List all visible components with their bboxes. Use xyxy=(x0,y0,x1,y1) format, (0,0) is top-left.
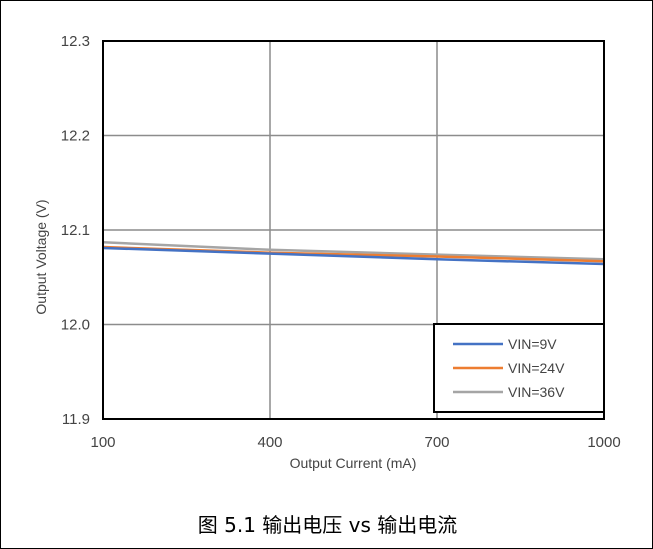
y-tick-label: 12.1 xyxy=(61,222,90,239)
legend: VIN=9V VIN=24V VIN=36V xyxy=(433,323,605,413)
series-line-vin-36v xyxy=(102,241,605,261)
legend-label: VIN=9V xyxy=(508,336,557,352)
series-lines xyxy=(102,241,605,266)
x-tick-labels: 100 400 700 1000 xyxy=(90,434,620,451)
x-axis-title: Output Current (mA) xyxy=(290,455,417,471)
y-tick-label: 12.2 xyxy=(61,128,90,145)
x-tick-label: 700 xyxy=(424,434,449,451)
y-tick-labels: 11.9 12.0 12.1 12.2 12.3 xyxy=(61,33,90,428)
y-tick-label: 12.0 xyxy=(61,317,90,334)
y-axis-title: Output Voltage (V) xyxy=(33,199,49,314)
figure-caption: 图 5.1 输出电压 vs 输出电流 xyxy=(197,513,458,537)
series-line-vin-9v xyxy=(102,246,605,266)
y-tick-label: 12.3 xyxy=(61,33,90,50)
legend-label: VIN=24V xyxy=(508,360,565,376)
x-tick-label: 1000 xyxy=(587,434,620,451)
y-tick-label: 11.9 xyxy=(62,411,90,428)
x-tick-label: 400 xyxy=(257,434,282,451)
line-chart: 11.9 12.0 12.1 12.2 12.3 100 400 700 1000 Outpu… xyxy=(33,33,621,471)
plot-border xyxy=(102,40,605,420)
legend-label: VIN=36V xyxy=(508,384,565,400)
x-tick-label: 100 xyxy=(90,434,115,451)
